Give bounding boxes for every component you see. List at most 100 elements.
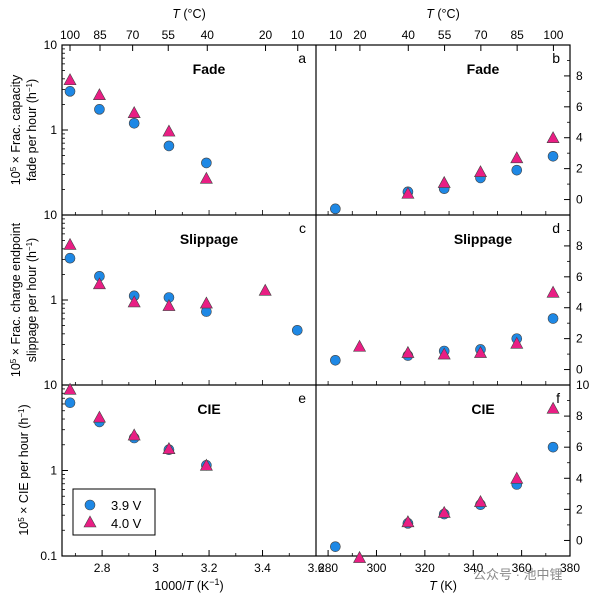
- point-b-3-9v-0: [330, 203, 341, 215]
- point-b-4-0v-0: [401, 186, 415, 199]
- y-axis-title-c-line: slippage per hour (h−1): [25, 238, 40, 362]
- y-axis-title-e-line: 105 × CIE per hour (h−1): [17, 404, 32, 535]
- point-a-3-9v-2: [128, 117, 140, 129]
- legend-marker-3-9v: [84, 499, 96, 511]
- top-tick-label-right: 20: [353, 28, 367, 42]
- point-c-4-0v-4: [199, 296, 213, 309]
- legend-box: [72, 488, 156, 536]
- point-f-3-9v-5: [547, 441, 559, 453]
- panel-b: [330, 131, 560, 215]
- ytick-label-e: 1: [50, 464, 57, 478]
- top-tick-label-right: 40: [402, 28, 416, 42]
- x-axis-title-left: 1000/T (K−1): [154, 577, 223, 593]
- xtick-label-left: 3.6: [308, 561, 325, 575]
- ytick-label-a: 10: [44, 38, 58, 52]
- ytick-label-f: 2: [576, 502, 583, 516]
- point-f-4-0v-0: [353, 550, 367, 563]
- top-tick-label-left: 20: [259, 28, 273, 42]
- point-a-3-9v-1: [94, 104, 105, 115]
- ytick-label-f: 4: [576, 471, 583, 485]
- ytick-label-e: 0.1: [40, 549, 57, 563]
- ytick-label-b: 2: [576, 162, 583, 176]
- panel-f-letter: f: [556, 390, 560, 406]
- xtick-label-right: 380: [560, 561, 580, 575]
- panel-e: [63, 382, 213, 471]
- ytick-label-b: 0: [576, 193, 583, 207]
- legend-marker-4-0v: [83, 515, 97, 528]
- text-layer: FadeaFadebSlippagecSlippagedCIEeCIEf1101…: [9, 7, 590, 593]
- point-c-4-0v-1: [92, 277, 106, 290]
- panel-f: [330, 401, 560, 563]
- xtick-label-left: 3: [152, 561, 159, 575]
- xtick-label-right: 300: [366, 561, 386, 575]
- point-b-4-0v-3: [510, 151, 524, 164]
- point-d-4-0v-2: [437, 347, 451, 360]
- legend: 3.9 V 4.0 V: [72, 488, 156, 536]
- top-tick-label-left: 10: [291, 28, 305, 42]
- point-d-4-0v-1: [401, 345, 415, 358]
- y-axis-title-a-line: fade per hour (h−1): [25, 79, 40, 181]
- panel-c-title: Slippage: [180, 231, 239, 247]
- top-axis-title-right: T (°C): [426, 7, 459, 21]
- top-tick-label-left: 70: [126, 28, 140, 42]
- panel-f-title: CIE: [471, 401, 494, 417]
- point-f-4-0v-4: [510, 471, 524, 484]
- panel-d-letter: d: [552, 220, 560, 236]
- point-c-4-0v-5: [258, 283, 272, 296]
- xtick-label-right: 280: [318, 561, 338, 575]
- point-d-3-9v-5: [547, 313, 559, 324]
- point-d-4-0v-3: [473, 345, 488, 358]
- top-tick-label-left: 100: [60, 28, 80, 42]
- panel-b-letter: b: [552, 50, 560, 66]
- point-a-4-0v-2: [127, 106, 141, 118]
- point-e-4-0v-2: [127, 428, 141, 441]
- panel-a-title: Fade: [193, 61, 226, 77]
- point-d-3-9v-0: [330, 354, 341, 366]
- point-e-4-0v-4: [199, 458, 213, 471]
- y-axis-title-a-line: 105 × Frac. capacity: [9, 74, 24, 185]
- ytick-label-f: 10: [576, 378, 590, 392]
- xtick-label-left: 2.8: [94, 561, 111, 575]
- ytick-label-f: 6: [576, 440, 583, 454]
- top-tick-label-left: 40: [201, 28, 215, 42]
- ytick-label-d: 8: [576, 239, 583, 253]
- point-d-4-0v-4: [510, 336, 524, 349]
- xtick-label-left: 3.2: [201, 561, 218, 575]
- xtick-label-right: 340: [463, 561, 483, 575]
- ytick-label-c: 10: [44, 208, 58, 222]
- point-c-4-0v-3: [162, 298, 176, 311]
- point-b-3-9v-5: [547, 150, 559, 162]
- y-axis-title-c: 105 × Frac. charge endpoint slippage per …: [9, 222, 40, 377]
- legend-label-3-9v: 3.9 V: [111, 498, 142, 513]
- ytick-label-b: 4: [576, 131, 583, 145]
- legend-label-4-0v: 4.0 V: [111, 516, 142, 531]
- ytick-label-d: 0: [576, 363, 583, 377]
- point-c-4-0v-0: [63, 237, 77, 250]
- point-f-4-0v-5: [546, 401, 560, 414]
- point-e-4-0v-3: [162, 442, 176, 454]
- top-tick-label-left: 55: [162, 28, 176, 42]
- point-a-4-0v-4: [199, 171, 213, 184]
- ytick-label-b: 8: [576, 69, 583, 83]
- point-f-4-0v-3: [473, 494, 488, 507]
- point-e-4-0v-0: [63, 382, 77, 395]
- top-tick-label-right: 100: [543, 28, 563, 42]
- y-axis-title-e: 105 × CIE per hour (h−1): [17, 404, 32, 535]
- ytick-label-a: 1: [50, 123, 57, 137]
- point-f-3-9v-0: [330, 541, 341, 552]
- panel-d-title: Slippage: [454, 231, 513, 247]
- ytick-label-c: 1: [50, 293, 57, 307]
- ytick-label-f: 0: [576, 533, 583, 547]
- point-a-4-0v-0: [63, 73, 77, 86]
- point-f-4-0v-2: [437, 505, 451, 518]
- panel-a: [63, 73, 213, 184]
- point-a-3-9v-3: [163, 140, 175, 152]
- point-b-4-0v-4: [546, 131, 560, 144]
- point-f-4-0v-1: [401, 515, 415, 528]
- point-b-4-0v-2: [473, 165, 488, 178]
- point-a-4-0v-3: [162, 124, 176, 137]
- panel-e-letter: e: [298, 390, 306, 406]
- point-a-3-9v-0: [64, 86, 76, 97]
- ytick-label-d: 6: [576, 270, 583, 284]
- ytick-label-e: 10: [44, 378, 58, 392]
